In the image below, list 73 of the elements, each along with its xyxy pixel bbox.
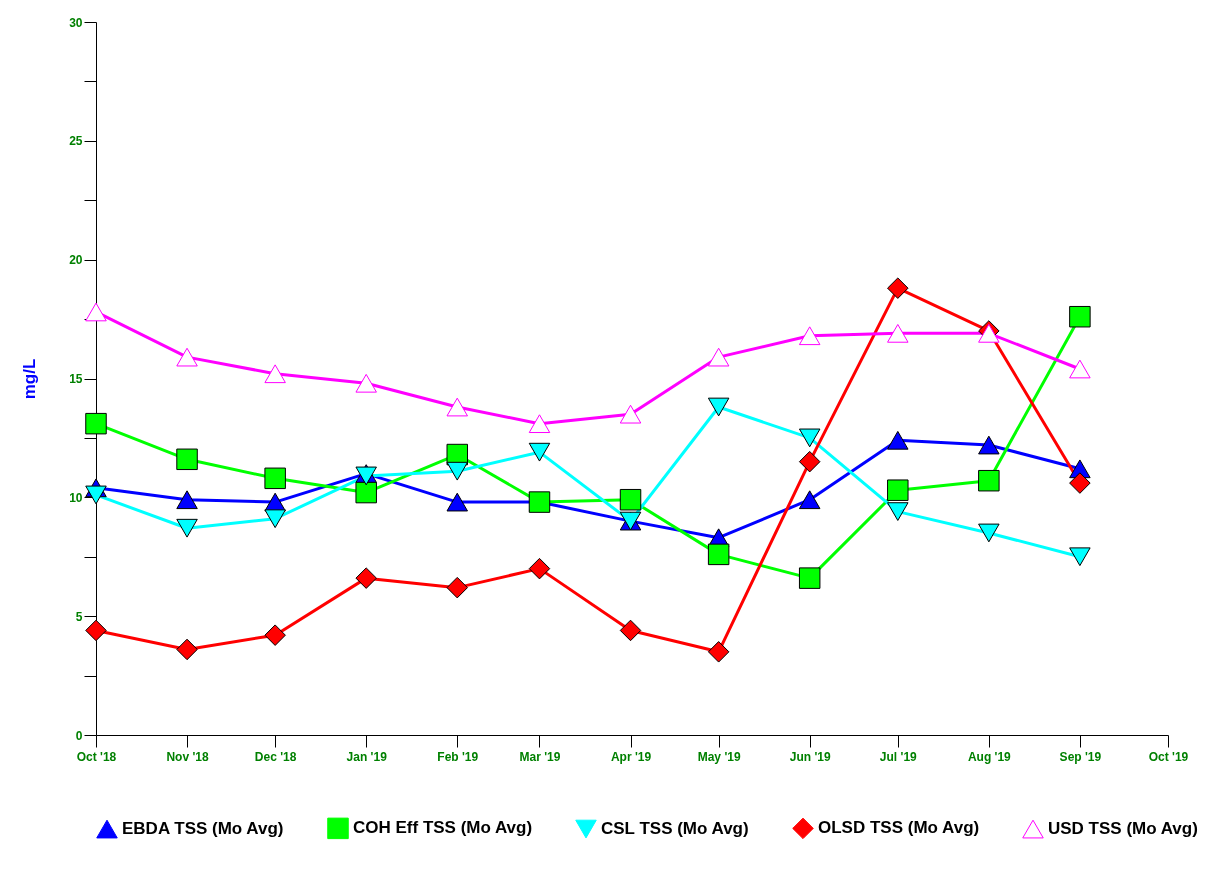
point [707, 397, 730, 417]
point [887, 430, 909, 450]
x-tick-label: Mar '19 [519, 749, 561, 764]
point [176, 518, 198, 538]
point [707, 347, 730, 367]
point [978, 523, 1000, 543]
point [528, 557, 551, 580]
point [446, 397, 468, 417]
x-tick-label: Jan '19 [346, 749, 388, 764]
legend-label: USD TSS (Mo Avg) [1048, 819, 1198, 839]
point [1069, 472, 1091, 494]
point [528, 414, 551, 434]
point [978, 435, 1000, 455]
point [798, 450, 821, 473]
y-tick-label: 25 [69, 134, 83, 149]
point [798, 428, 821, 448]
legend-label: COH Eff TSS (Mo Avg) [353, 818, 533, 838]
point [355, 567, 377, 589]
point [619, 619, 642, 642]
y-tick-label: 0 [75, 728, 83, 743]
point [264, 467, 286, 490]
point [264, 509, 286, 529]
y-tick-label: 15 [69, 372, 83, 386]
y-tick-label: 10 [69, 490, 83, 505]
point [264, 624, 286, 646]
point [176, 347, 198, 367]
x-tick-label: Oct '19 [1148, 749, 1189, 764]
y-tick-label: 5 [75, 609, 83, 624]
point [264, 364, 286, 384]
point [355, 373, 377, 393]
point [1069, 305, 1091, 328]
x-tick-label: Aug '19 [967, 749, 1012, 764]
point [85, 485, 107, 505]
point [85, 619, 107, 642]
point [1069, 547, 1091, 567]
point [85, 302, 107, 322]
legend-label: EBDA TSS (Mo Avg) [122, 819, 284, 839]
x-tick-label: Sep '19 [1059, 749, 1102, 764]
x-tick-label: Jul '19 [879, 749, 918, 764]
point [978, 469, 1000, 492]
point [798, 567, 821, 589]
point [176, 490, 198, 510]
y-tick-label: 30 [69, 15, 83, 30]
x-tick-label: Feb '19 [437, 749, 479, 764]
x-tick-label: Nov '18 [166, 749, 209, 764]
point [176, 638, 198, 661]
x-tick-label: Oct '18 [76, 749, 117, 764]
point [707, 641, 730, 663]
point [446, 461, 468, 481]
point [887, 479, 909, 501]
x-tick-label: Jun '19 [789, 749, 831, 764]
point [446, 576, 468, 599]
point [798, 490, 821, 510]
legend-label: OLSD TSS (Mo Avg) [818, 818, 980, 838]
point [176, 448, 198, 471]
point [887, 277, 909, 299]
point [355, 481, 377, 504]
point [528, 442, 551, 462]
x-tick-label: Apr '19 [610, 749, 652, 764]
legend-label: CSL TSS (Mo Avg) [601, 819, 749, 839]
point [798, 326, 821, 346]
x-tick-label: Dec '18 [254, 749, 297, 764]
point [887, 323, 909, 343]
y-axis-title: mg/L [20, 358, 40, 400]
point [85, 412, 107, 435]
x-tick-label: May '19 [697, 749, 741, 764]
point [887, 502, 909, 521]
point [619, 404, 642, 424]
point [1069, 359, 1091, 379]
point [446, 492, 468, 512]
point [707, 543, 730, 566]
point [619, 488, 642, 511]
y-tick-label: 20 [69, 253, 83, 268]
